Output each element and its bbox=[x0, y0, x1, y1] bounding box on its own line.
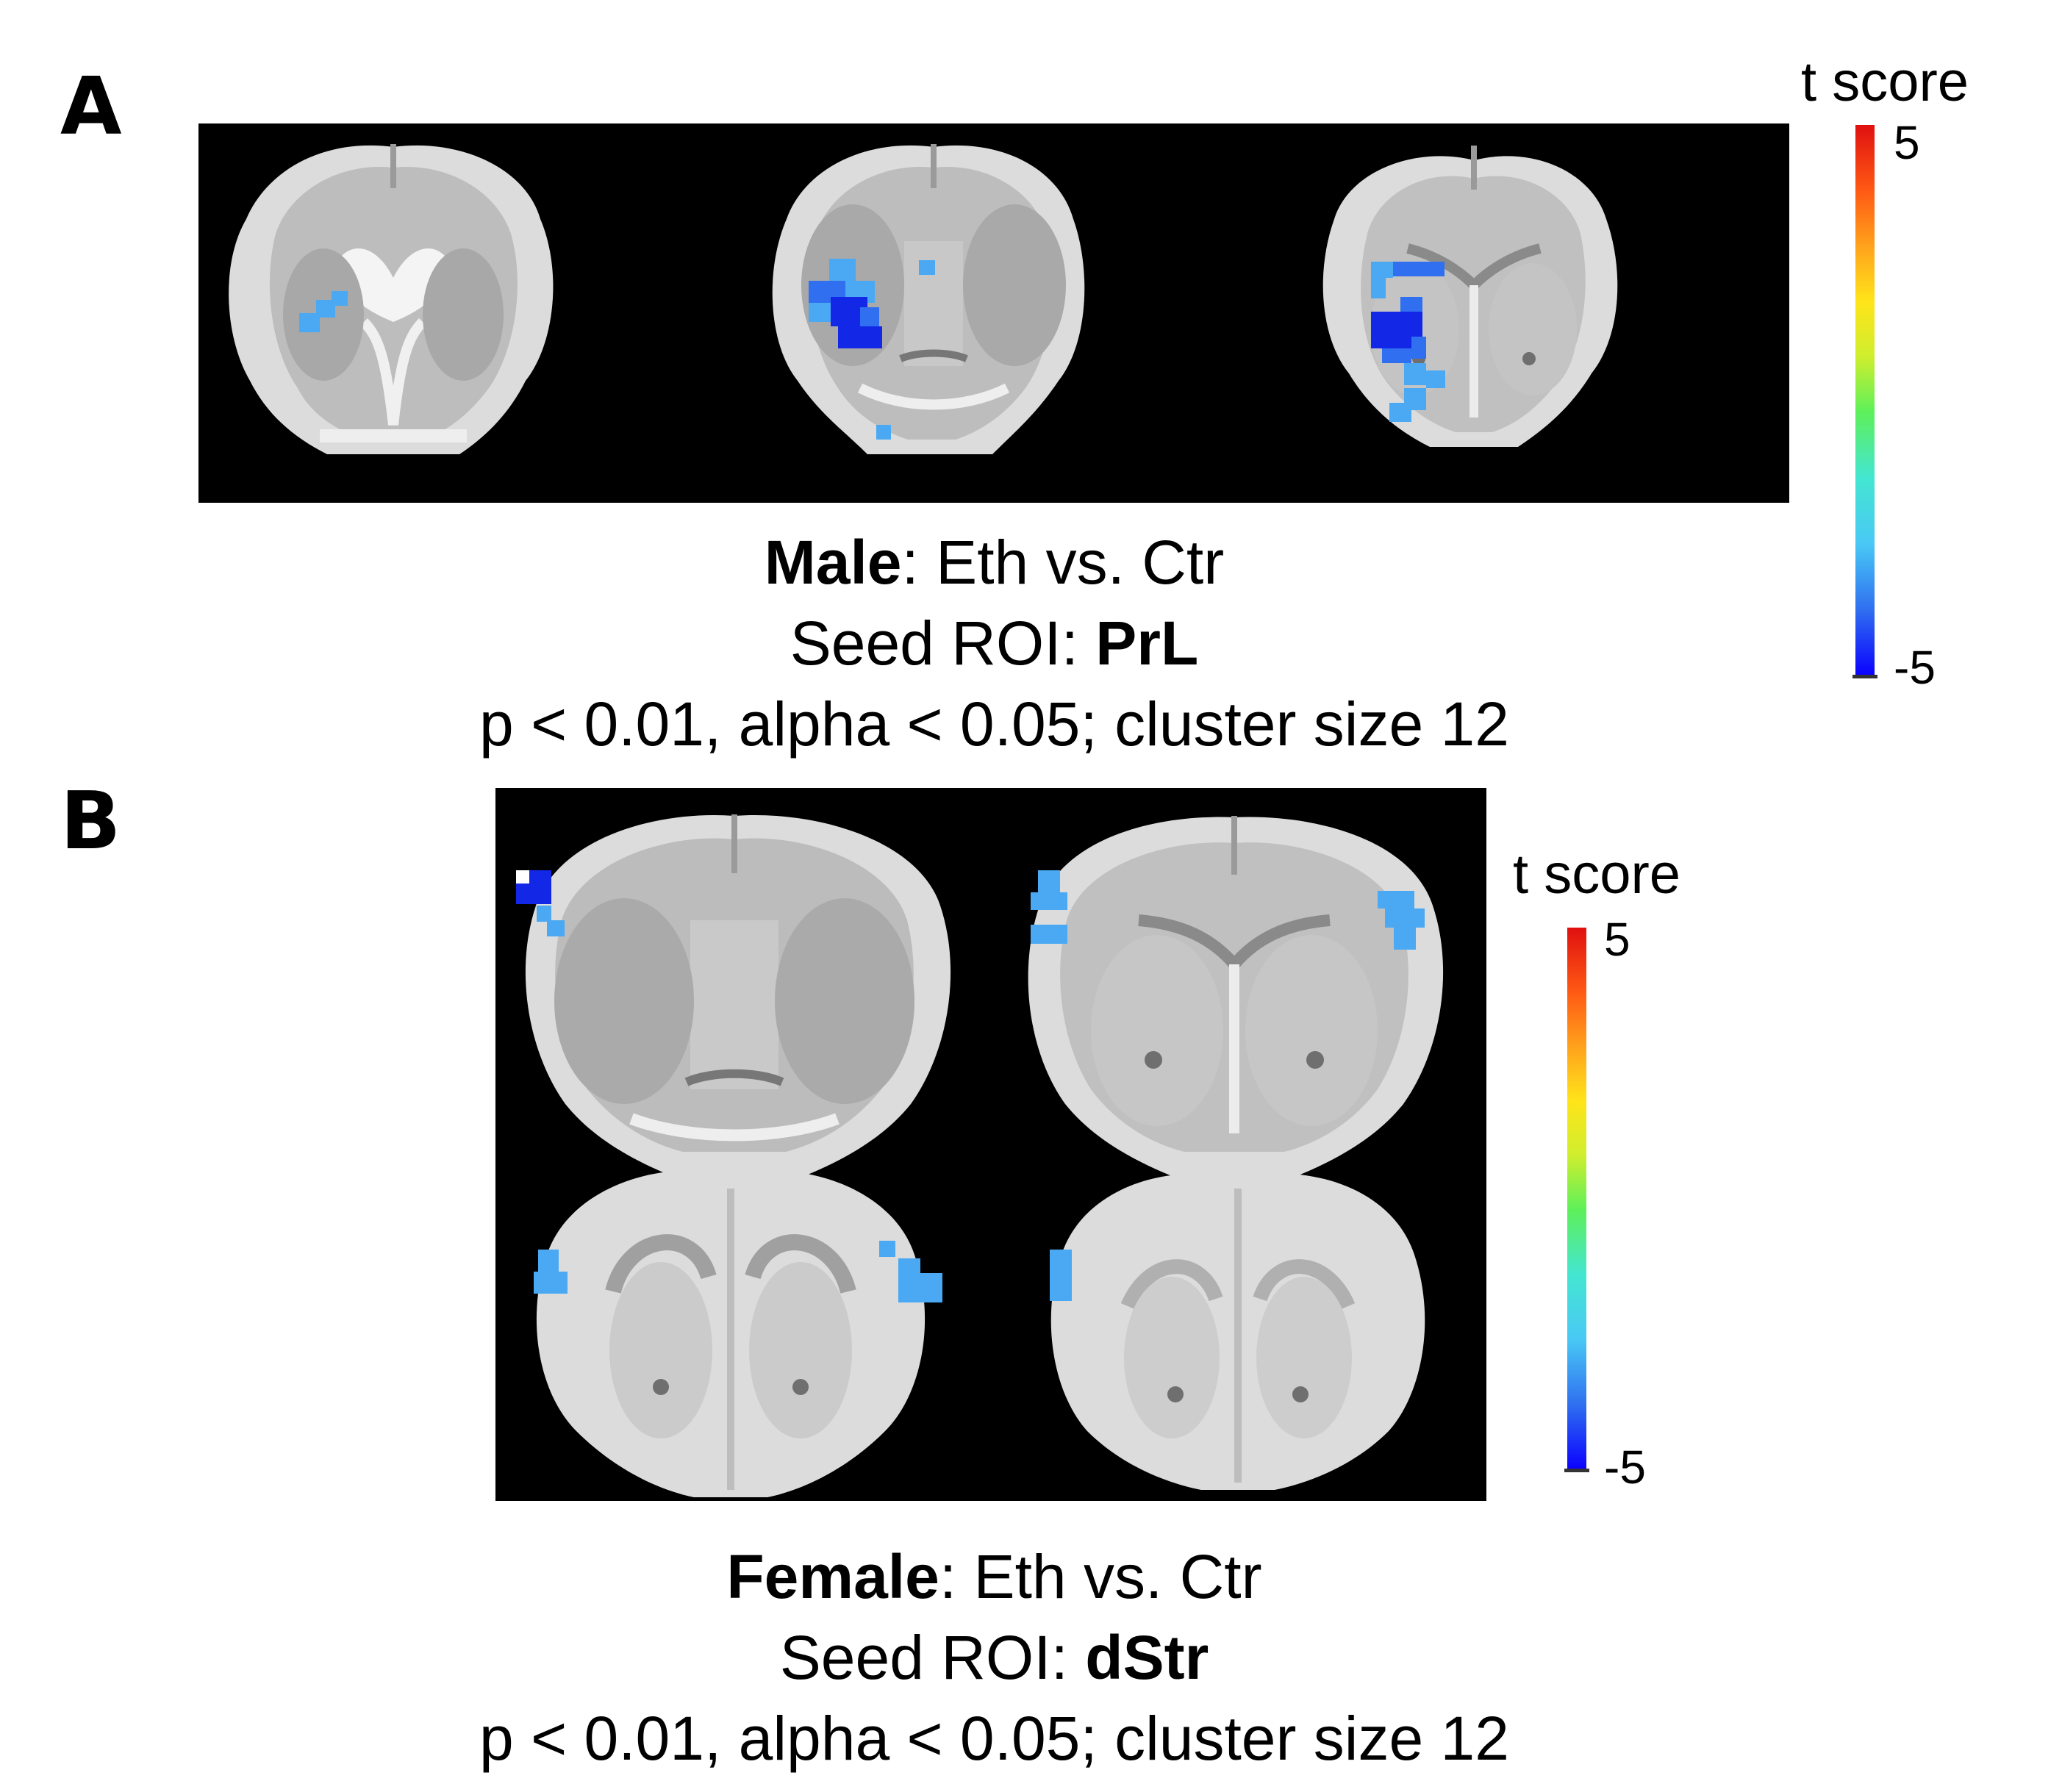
panel-a-slice-3-clusters bbox=[1371, 262, 1445, 422]
panel-a-colorbar-title: t score bbox=[1801, 51, 1969, 113]
panel-b-slice-1-clusters bbox=[516, 870, 565, 936]
panel-a-caption-line-2: Seed ROI: PrL bbox=[368, 603, 1621, 684]
panel-b-slice-3 bbox=[536, 1169, 926, 1497]
panel-a-slice-2 bbox=[772, 144, 1085, 454]
panel-b-group-suffix: : Eth vs. Ctr bbox=[939, 1542, 1262, 1611]
panel-a-slice-1 bbox=[229, 144, 554, 454]
panel-a-seed: PrL bbox=[1095, 609, 1199, 678]
panel-a-colorbar-min: -5 bbox=[1894, 641, 1936, 694]
panel-b-caption-line-2: Seed ROI: dStr bbox=[368, 1617, 1621, 1698]
panel-a-caption-line-1: Male: Eth vs. Ctr bbox=[368, 522, 1621, 603]
panel-b-slice-2-clusters bbox=[1031, 870, 1425, 950]
panel-b-colorbar-min: -5 bbox=[1604, 1441, 1646, 1494]
panel-b-seed-prefix: Seed ROI: bbox=[779, 1623, 1086, 1692]
panel-b-brain-slices bbox=[495, 788, 1486, 1501]
panel-a-slice-1-clusters bbox=[299, 291, 348, 332]
panel-a-seed-prefix: Seed ROI: bbox=[790, 609, 1096, 678]
panel-a-label: A bbox=[60, 61, 122, 153]
panel-a-colorbar-end bbox=[1852, 675, 1877, 678]
panel-b-colorbar-title: t score bbox=[1513, 843, 1681, 906]
panel-b-slice-1 bbox=[525, 814, 951, 1178]
panel-b-caption-line-1: Female: Eth vs. Ctr bbox=[368, 1536, 1621, 1617]
panel-b-slice-2 bbox=[1028, 816, 1444, 1178]
panel-b-slice-4-clusters bbox=[1050, 1250, 1072, 1301]
panel-b-seed: dStr bbox=[1085, 1623, 1209, 1692]
panel-b-slice-4 bbox=[1050, 1173, 1425, 1490]
panel-a-colorbar bbox=[1855, 125, 1875, 676]
panel-b-label: B bbox=[60, 775, 121, 867]
panel-b-slice-3-clusters bbox=[534, 1241, 942, 1302]
panel-a-caption: Male: Eth vs. Ctr Seed ROI: PrL p < 0.01… bbox=[368, 522, 1621, 764]
panel-a-colorbar-max: 5 bbox=[1894, 116, 1920, 169]
panel-b-threshold: p < 0.01, alpha < 0.05; cluster size 12 bbox=[479, 1704, 1509, 1773]
panel-a-brain-slices bbox=[198, 123, 1789, 503]
panel-b-colorbar-max: 5 bbox=[1604, 913, 1630, 966]
panel-a-group-suffix: : Eth vs. Ctr bbox=[901, 528, 1225, 597]
panel-b-caption: Female: Eth vs. Ctr Seed ROI: dStr p < 0… bbox=[368, 1536, 1621, 1779]
panel-b-colorbar bbox=[1567, 928, 1586, 1470]
panel-a-slice-2-clusters bbox=[809, 259, 935, 440]
panel-b-group: Female bbox=[726, 1542, 939, 1611]
panel-b-colorbar-end bbox=[1564, 1469, 1589, 1472]
panel-a-group: Male bbox=[764, 528, 902, 597]
panel-a-threshold: p < 0.01, alpha < 0.05; cluster size 12 bbox=[479, 689, 1509, 759]
